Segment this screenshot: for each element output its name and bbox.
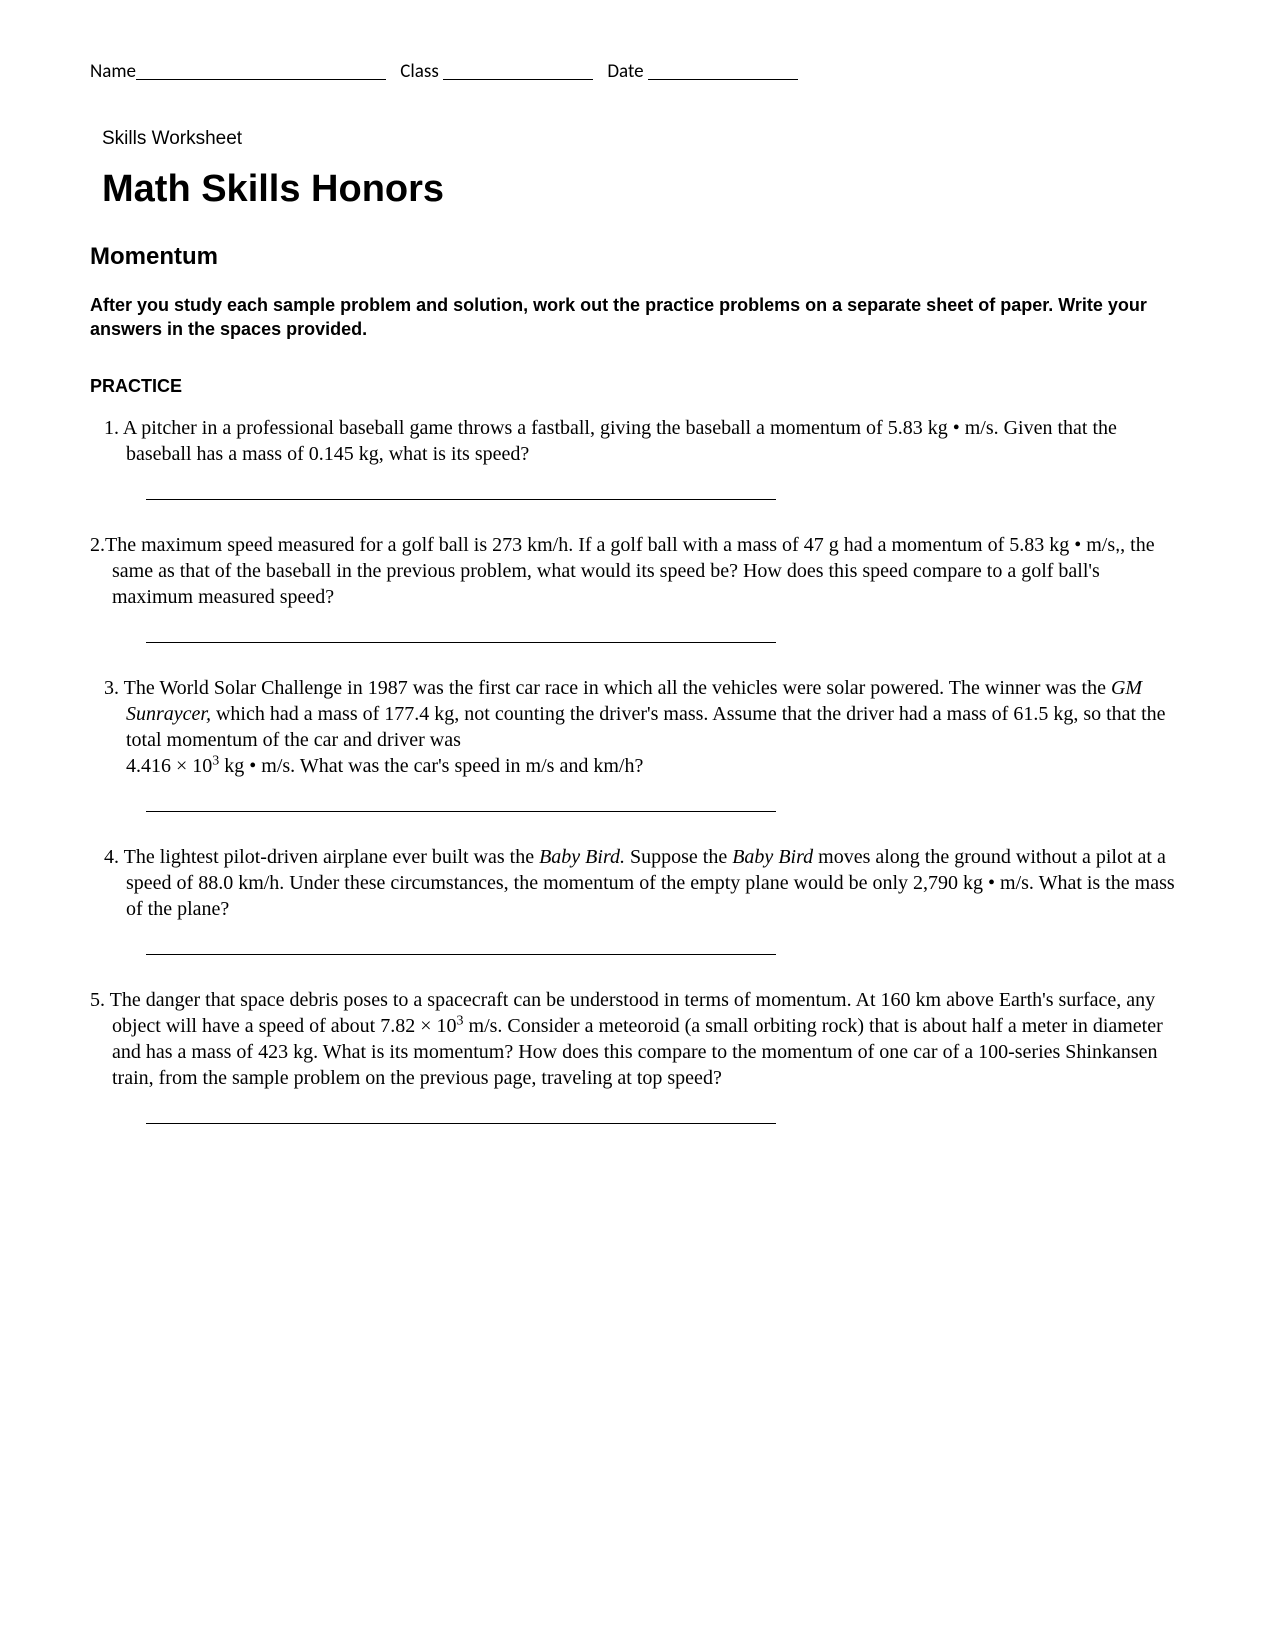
problem-italic: Baby Bird	[732, 846, 813, 868]
answer-line-4[interactable]	[146, 954, 776, 955]
problem-text: The lightest pilot-driven airplane ever …	[124, 846, 539, 868]
answer-line-3[interactable]	[146, 811, 776, 812]
class-blank[interactable]	[443, 79, 593, 80]
problem-text: A pitcher in a professional baseball gam…	[123, 417, 1117, 465]
problem-text: 4.416 × 10	[126, 755, 212, 777]
problem-number: 1.	[104, 417, 119, 439]
problem-5: 5. The danger that space debris poses to…	[112, 987, 1185, 1091]
practice-label: PRACTICE	[90, 376, 1185, 397]
problem-text: kg • m/s. What was the car's speed in m/…	[219, 755, 643, 777]
worksheet-label: Skills Worksheet	[102, 128, 1185, 150]
problem-text: which had a mass of 177.4 kg, not counti…	[126, 703, 1166, 751]
problem-number: 3.	[104, 677, 119, 699]
problem-2: 2.The maximum speed measured for a golf …	[112, 532, 1185, 610]
date-label: Date	[607, 60, 643, 83]
problem-number: 5.	[90, 989, 105, 1011]
name-blank[interactable]	[136, 79, 386, 80]
superscript: 3	[457, 1013, 464, 1028]
subtitle: Momentum	[90, 243, 1185, 271]
answer-line-5[interactable]	[146, 1123, 776, 1124]
date-blank[interactable]	[648, 79, 798, 80]
problem-1: 1. A pitcher in a professional baseball …	[112, 415, 1185, 467]
instructions: After you study each sample problem and …	[90, 293, 1185, 342]
problem-text: The World Solar Challenge in 1987 was th…	[124, 677, 1111, 699]
answer-line-1[interactable]	[146, 499, 776, 500]
answer-line-2[interactable]	[146, 642, 776, 643]
header-fields: Name Class Date	[90, 60, 1185, 83]
problem-3: 3. The World Solar Challenge in 1987 was…	[112, 675, 1185, 779]
problem-number: 2.	[90, 534, 105, 556]
problem-4: 4. The lightest pilot-driven airplane ev…	[112, 844, 1185, 922]
page-title: Math Skills Honors	[102, 168, 1185, 211]
problem-italic: Baby Bird.	[539, 846, 625, 868]
class-label: Class	[400, 60, 438, 83]
problem-text: The maximum speed measured for a golf ba…	[105, 534, 1115, 556]
problem-number: 4.	[104, 846, 119, 868]
name-label: Name	[90, 60, 136, 83]
problem-text: Suppose the	[625, 846, 732, 868]
